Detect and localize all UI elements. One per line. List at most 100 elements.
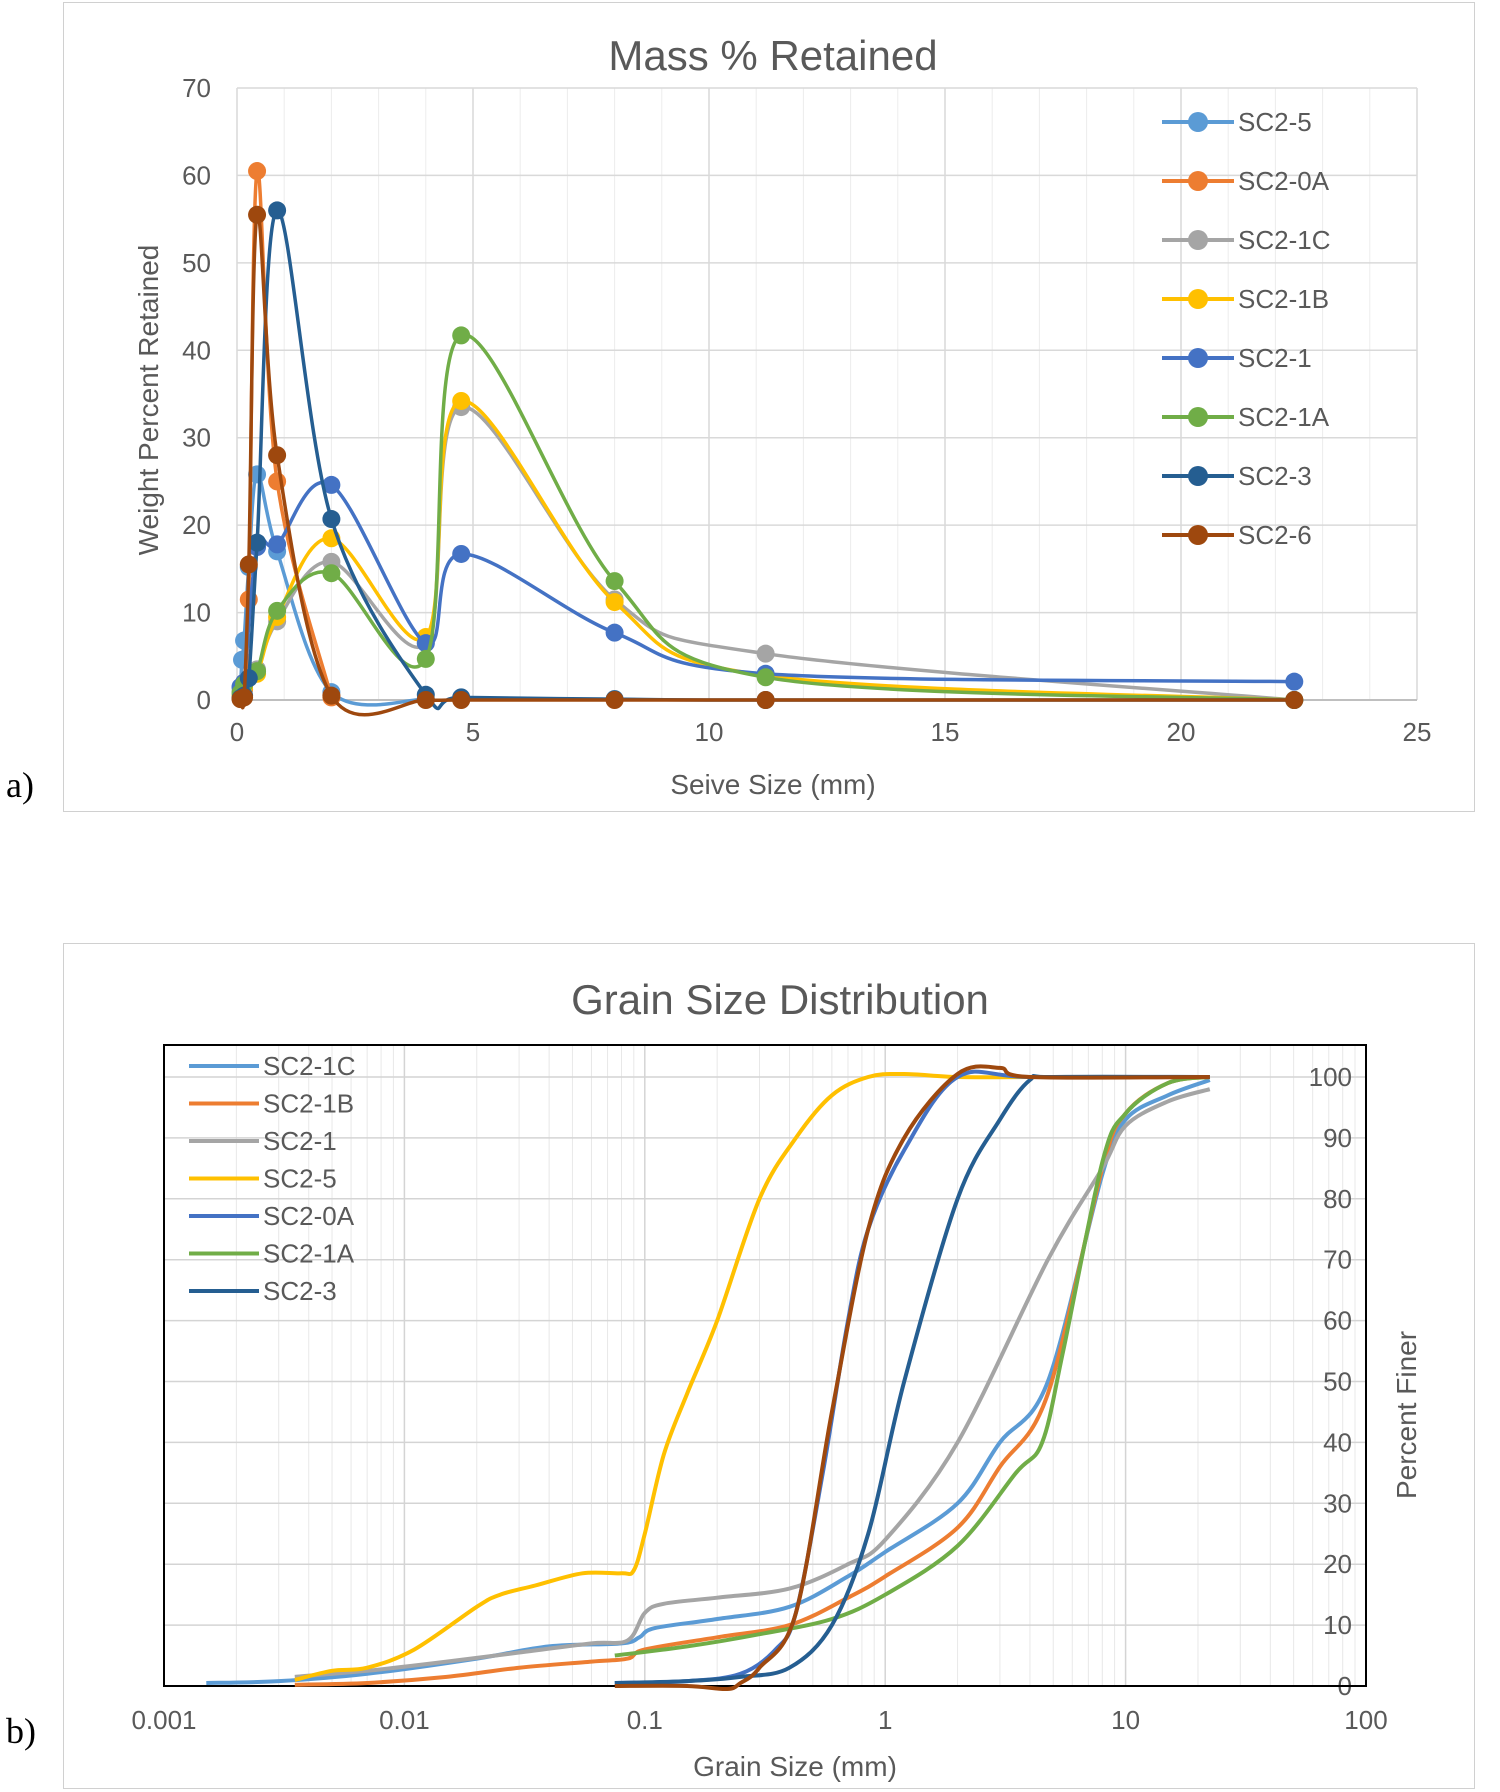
legend-label: SC2-0A <box>1238 166 1330 196</box>
legend-swatch-marker <box>1188 407 1208 427</box>
y-tick-label: 50 <box>1323 1367 1352 1397</box>
x-tick-label: 25 <box>1403 717 1432 747</box>
x-tick-label: 0 <box>230 717 244 747</box>
series-line-sc2-3 <box>614 1074 1210 1685</box>
data-point <box>756 644 775 663</box>
x-tick-label: 100 <box>1344 1705 1387 1735</box>
data-point <box>416 649 435 668</box>
data-point <box>248 205 267 224</box>
legend-label: SC2-1 <box>1238 343 1312 373</box>
data-point <box>756 668 775 687</box>
data-point <box>452 326 471 345</box>
data-point <box>1285 691 1304 709</box>
chart-a-y-axis-title: Weight Percent Retained <box>133 245 164 556</box>
legend-label: SC2-1C <box>263 1051 355 1081</box>
data-point <box>248 533 267 552</box>
legend-swatch-marker <box>1188 466 1208 486</box>
chart-b-x-axis-title: Grain Size (mm) <box>693 1751 897 1782</box>
data-point <box>239 669 258 688</box>
x-tick-label: 5 <box>466 717 480 747</box>
x-tick-label: 20 <box>1167 717 1196 747</box>
data-point <box>756 691 775 709</box>
chart-a-legend: SC2-5 SC2-0A SC2-1C SC2-1B SC2-1 SC2-1A SC2-3 S… <box>1162 107 1330 550</box>
series-line-sc2-6 <box>238 211 1295 717</box>
legend-swatch-marker <box>1188 289 1208 309</box>
chart-b-title: Grain Size Distribution <box>571 976 989 1023</box>
x-tick-label: 0.01 <box>379 1705 430 1735</box>
chart-b-y-axis-title: Percent Finer <box>1391 1331 1422 1499</box>
data-point <box>452 691 471 709</box>
x-tick-label: 1 <box>878 1705 892 1735</box>
y-tick-label: 70 <box>182 73 211 103</box>
chart-b-frame <box>63 943 1475 1789</box>
chart-b-gridlines <box>163 1045 1367 1686</box>
chart-a-series <box>231 162 1304 717</box>
series-line-sc2-5 <box>238 472 426 707</box>
y-tick-label: 80 <box>1323 1184 1352 1214</box>
legend-swatch-marker <box>1188 348 1208 368</box>
data-point <box>235 688 254 707</box>
data-point <box>322 686 341 705</box>
y-tick-label: 30 <box>1323 1488 1352 1518</box>
data-point <box>322 475 341 494</box>
data-point <box>452 544 471 563</box>
legend-label: SC2-1A <box>263 1239 355 1269</box>
data-point <box>248 162 267 181</box>
x-tick-label: 10 <box>695 717 724 747</box>
legend-label: SC2-5 <box>1238 107 1312 137</box>
y-tick-label: 40 <box>182 335 211 365</box>
chart-a-title: Mass % Retained <box>608 32 937 79</box>
series-line-sc2-0a <box>614 1069 1210 1685</box>
legend-label: SC2-1B <box>263 1089 354 1119</box>
y-tick-label: 50 <box>182 248 211 278</box>
data-point <box>605 691 624 709</box>
series-line-sc2-5 <box>294 1071 1030 1682</box>
chart-b-series <box>206 1064 1211 1692</box>
legend-label: SC2-3 <box>1238 461 1312 491</box>
legend-label: SC2-5 <box>263 1164 337 1194</box>
y-tick-label: 20 <box>182 510 211 540</box>
x-tick-label: 15 <box>931 717 960 747</box>
series-line-sc2-6 <box>614 1064 1210 1692</box>
data-point <box>322 564 341 583</box>
legend-label: SC2-3 <box>263 1276 337 1306</box>
data-point <box>268 201 287 220</box>
panel-label-b: b) <box>6 1711 36 1751</box>
legend-label: SC2-1B <box>1238 284 1329 314</box>
legend-swatch-marker <box>1188 171 1208 191</box>
legend-label: SC2-6 <box>1238 520 1312 550</box>
legend-label: SC2-1 <box>263 1126 337 1156</box>
data-point <box>605 623 624 642</box>
data-point <box>239 555 258 574</box>
plot-area-border <box>163 1044 1367 1687</box>
data-point <box>416 691 435 709</box>
y-tick-label: 10 <box>182 598 211 628</box>
x-tick-label: 0.1 <box>627 1705 663 1735</box>
x-tick-label: 10 <box>1111 1705 1140 1735</box>
data-point <box>1285 672 1304 691</box>
chart-b-legend: SC2-1C SC2-1B SC2-1 SC2-5 SC2-0A SC2-1A SC2-3 <box>189 1051 355 1306</box>
y-tick-label: 100 <box>1309 1062 1352 1092</box>
y-tick-label: 60 <box>1323 1306 1352 1336</box>
legend-swatch-marker <box>1188 112 1208 132</box>
y-tick-label: 20 <box>1323 1549 1352 1579</box>
series-line-sc2-1a <box>614 1075 1211 1658</box>
legend-label: SC2-0A <box>263 1201 355 1231</box>
data-point <box>322 510 341 529</box>
y-tick-label: 90 <box>1323 1123 1352 1153</box>
data-point <box>268 446 287 465</box>
y-tick-label: 10 <box>1323 1610 1352 1640</box>
legend-label: SC2-1C <box>1238 225 1330 255</box>
data-point <box>605 593 624 612</box>
data-point <box>268 601 287 620</box>
x-tick-label: 0.001 <box>131 1705 196 1735</box>
panel-label-a: a) <box>6 765 34 805</box>
y-tick-label: 70 <box>1323 1245 1352 1275</box>
y-tick-label: 60 <box>182 160 211 190</box>
grain-size-chart: 0.001 0.01 0.1 1 10 1000102030405060708090100… <box>131 976 1422 1782</box>
legend-swatch-marker <box>1188 525 1208 545</box>
series-line-sc2-1a <box>238 333 1295 702</box>
